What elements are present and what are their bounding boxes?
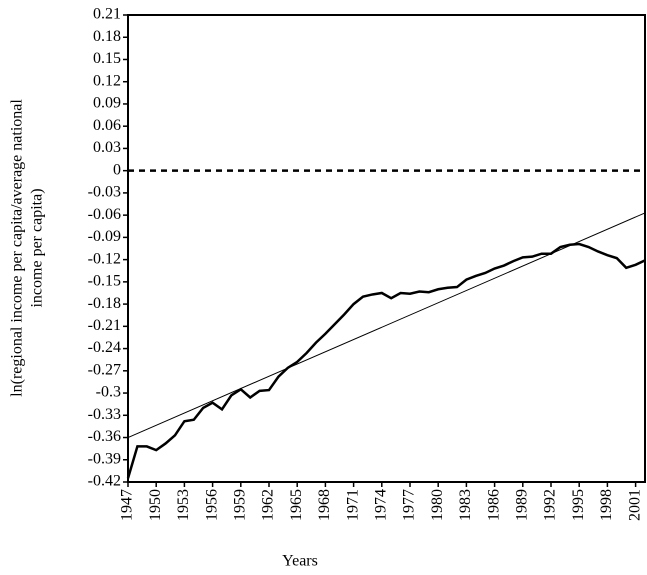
x-tick-label: 1956 [203, 489, 220, 521]
y-tick-label: -0.39 [88, 450, 121, 467]
y-tick-label: 0.03 [93, 139, 121, 156]
y-tick-label: -0.3 [96, 384, 121, 401]
y-tick-label: 0.12 [93, 72, 121, 89]
y-tick-label: -0.27 [88, 361, 121, 378]
x-tick-label: 1992 [542, 489, 559, 521]
y-tick-label: -0.06 [88, 206, 121, 223]
y-tick-label: 0.21 [93, 6, 121, 23]
x-tick-label: 1977 [401, 489, 418, 521]
y-tick-label: 0 [113, 161, 121, 178]
x-tick-label: 1983 [457, 489, 474, 521]
x-tick-label: 2001 [626, 489, 643, 521]
y-tick-label: -0.18 [88, 295, 121, 312]
x-tick-label: 1953 [175, 489, 192, 521]
x-tick-label: 1971 [344, 489, 361, 521]
x-tick-label: 1980 [429, 489, 446, 521]
y-tick-label: -0.24 [88, 339, 121, 356]
y-tick-label: 0.18 [93, 28, 121, 45]
y-axis-label: ln(regional income per capita/average na… [9, 99, 26, 397]
trend-line [127, 212, 646, 438]
y-tick-label: -0.33 [88, 406, 121, 423]
x-tick-label: 1947 [119, 489, 136, 521]
x-tick-label: 1950 [147, 489, 164, 521]
x-tick-label: 1986 [485, 489, 502, 521]
y-tick-label: -0.12 [88, 250, 121, 267]
y-tick-label: -0.36 [88, 428, 121, 445]
x-tick-label: 1998 [598, 489, 615, 521]
x-tick-label: 1962 [260, 489, 277, 521]
y-tick-label: -0.03 [88, 184, 121, 201]
x-tick-label: 1974 [372, 489, 389, 521]
y-tick-label: 0.09 [93, 95, 121, 112]
x-tick-label: 1995 [570, 489, 587, 521]
y-tick-label: -0.42 [88, 473, 121, 490]
x-tick-label: 1959 [231, 489, 248, 521]
y-tick-label: -0.09 [88, 228, 121, 245]
data-line [126, 242, 646, 479]
x-axis-label: Years [282, 553, 318, 570]
y-tick-label: -0.21 [88, 317, 121, 334]
x-tick-label: 1968 [316, 489, 333, 521]
y-tick-label: -0.15 [88, 273, 121, 290]
y-tick-label: 0.15 [93, 50, 121, 67]
x-tick-label: 1989 [513, 489, 530, 521]
x-tick-label: 1965 [288, 489, 305, 521]
y-tick-label: 0.06 [93, 117, 121, 134]
y-axis-label: income per capita) [29, 188, 46, 307]
plot-frame [127, 14, 646, 483]
